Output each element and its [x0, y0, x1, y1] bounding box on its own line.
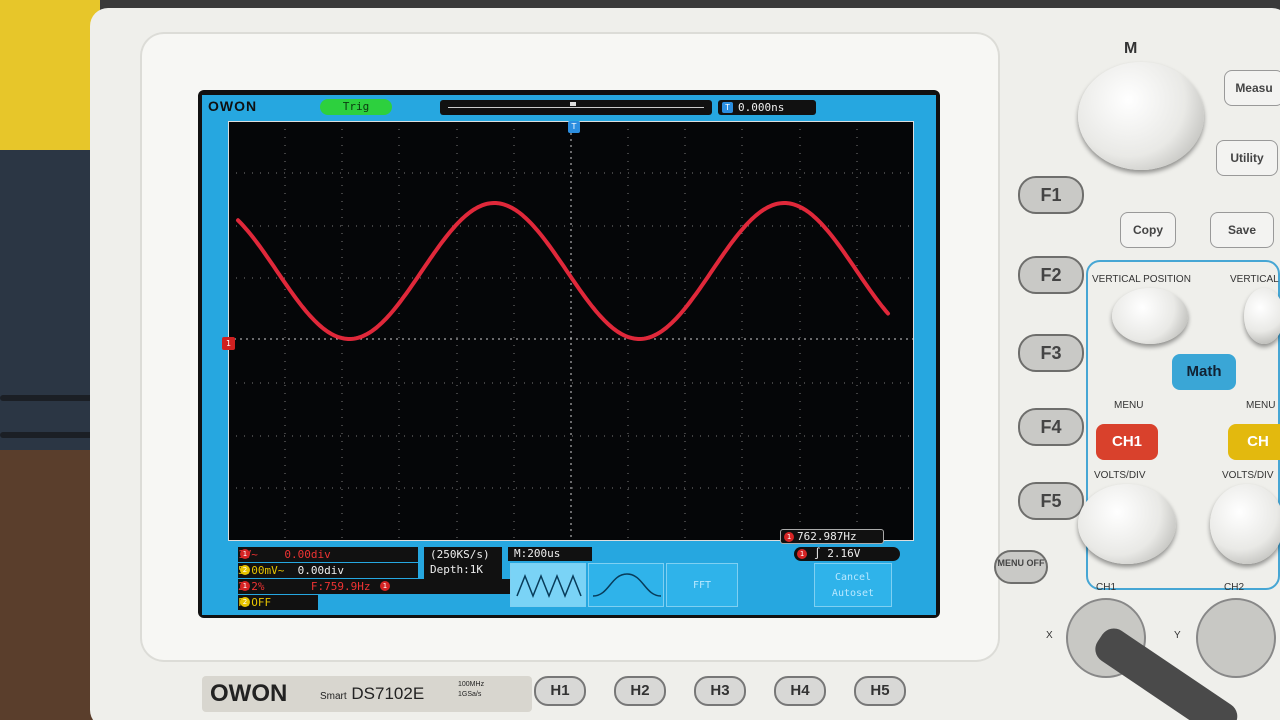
h3-button[interactable]: H3 [694, 676, 746, 706]
h1-button[interactable]: H1 [534, 676, 586, 706]
ch1-offset: 0.00div [284, 548, 331, 561]
status-area: 1V~ 0.00div 5.00mV~ 0.00div 2.2% F:759.9… [202, 547, 936, 615]
brand-bandwidth: 100MHz [458, 681, 485, 688]
brand-model-prefix: Smart [320, 691, 347, 702]
trigger-time-icon: T [722, 102, 733, 113]
waveform-display [228, 121, 914, 541]
h2-button[interactable]: H2 [614, 676, 666, 706]
trigger-time-readout: T 0.000ns [718, 100, 816, 115]
screen-top-bar: OWON Trig T 0.000ns [202, 95, 936, 119]
math-status-row: 2.2% F:759.9Hz [238, 579, 510, 594]
math-ch1-icon: 1 [380, 581, 390, 591]
oscilloscope-screen: OWON Trig T 0.000ns [202, 95, 936, 615]
softkey-cancel-autoset[interactable]: Cancel Autoset [814, 563, 892, 607]
fft-status-row: F:OFF [238, 595, 318, 610]
frequency-readout: 1 762.987Hz [780, 529, 884, 544]
vertical-position-label: VERTICAL POSITION [1092, 274, 1191, 285]
ch2-offset: 0.00div [297, 564, 344, 577]
trigger-position-marker [570, 102, 576, 106]
m-knob[interactable] [1078, 62, 1204, 170]
brand-spec: 100MHz 1GSa/s [458, 680, 484, 700]
ch1-ground-marker: 1 [222, 337, 235, 350]
ch1-dot-icon: 1 [784, 532, 794, 542]
measure-button[interactable]: Measu [1224, 70, 1280, 106]
utility-button[interactable]: Utility [1216, 140, 1278, 176]
memory-bar-line [448, 107, 704, 108]
sample-rate: (250KS/s) [430, 548, 490, 561]
ch2-volts-div-knob[interactable] [1210, 484, 1280, 564]
x-label: X [1046, 630, 1053, 641]
softkey-sine-single[interactable] [588, 563, 664, 607]
copy-button[interactable]: Copy [1120, 212, 1176, 248]
vertical-label-ch2: VERTICAL [1230, 274, 1279, 285]
ch1-connector-label: CH1 [1096, 582, 1117, 593]
trigger-level-value: 2.16V [827, 547, 861, 560]
brand-plate: OWON Smart DS7102E 100MHz 1GSa/s [202, 676, 532, 712]
multi-period-wave-icon [516, 573, 582, 599]
volts-div-label-ch2: VOLTS/DIV [1222, 470, 1274, 481]
brand-model: Smart DS7102E [320, 684, 424, 704]
brand-logo: OWON [210, 680, 288, 707]
f2-button[interactable]: F2 [1018, 256, 1084, 294]
softkey-sine-multi[interactable] [510, 563, 586, 607]
ch1-icon: 1 [240, 549, 250, 559]
ch2-connector-label: CH2 [1224, 582, 1245, 593]
probe-cable [0, 432, 110, 438]
trig-status-badge: Trig [320, 99, 392, 115]
f3-button[interactable]: F3 [1018, 334, 1084, 372]
math-button[interactable]: Math [1172, 354, 1236, 390]
save-button[interactable]: Save [1210, 212, 1274, 248]
ch2-bnc-connector[interactable] [1196, 598, 1276, 678]
acquisition-info: (250KS/s) Depth:1K [424, 547, 502, 579]
ch2-menu-button[interactable]: CH [1228, 424, 1280, 460]
h5-button[interactable]: H5 [854, 676, 906, 706]
fft-icon: 2 [240, 597, 250, 607]
memory-depth: Depth:1K [430, 563, 483, 576]
f5-button[interactable]: F5 [1018, 482, 1084, 520]
waveform-svg [228, 121, 914, 541]
h4-button[interactable]: H4 [774, 676, 826, 706]
math-icon: 1 [240, 581, 250, 591]
menu-label-ch2: MENU [1246, 400, 1276, 411]
single-period-wave-icon [592, 573, 662, 597]
trigger-level-readout: 1 ∫ 2.16V [794, 547, 900, 561]
ch2-status-row: 5.00mV~ 0.00div [238, 563, 418, 578]
memory-position-bar [440, 100, 712, 115]
trigger-time-marker-icon: T [568, 121, 580, 133]
ch2-vertical-position-knob[interactable] [1244, 288, 1280, 344]
ch1-vertical-position-knob[interactable] [1112, 288, 1188, 344]
graticule-center-axes [228, 121, 914, 541]
screen-logo: OWON [208, 98, 258, 114]
m-knob-label: M [1124, 40, 1138, 57]
brand-model-name: DS7102E [351, 684, 425, 703]
timebase-readout: M:200us [508, 547, 592, 561]
menu-off-button[interactable]: MENU OFF [994, 550, 1048, 584]
y-label: Y [1174, 630, 1181, 641]
ch2-icon: 2 [240, 565, 250, 575]
rising-edge-icon: ∫ [814, 547, 821, 560]
f1-button[interactable]: F1 [1018, 176, 1084, 214]
ch1-waveform-trace [236, 201, 890, 341]
ch1-volts-div-knob[interactable] [1078, 484, 1176, 564]
ch1-menu-button[interactable]: CH1 [1096, 424, 1158, 460]
f4-button[interactable]: F4 [1018, 408, 1084, 446]
math-frequency: F:759.9Hz [310, 580, 371, 593]
brand-sample-rate: 1GSa/s [458, 691, 482, 698]
softkey-fft[interactable]: FFT [666, 563, 738, 607]
frequency-value: 762.987Hz [797, 530, 857, 543]
menu-label-ch1: MENU [1114, 400, 1144, 411]
trigger-time-value: 0.000ns [738, 101, 785, 114]
ch1-dot-icon: 1 [797, 549, 807, 559]
probe-cable [0, 395, 120, 401]
ch1-status-row: 1V~ 0.00div [238, 547, 418, 562]
volts-div-label-ch1: VOLTS/DIV [1094, 470, 1146, 481]
